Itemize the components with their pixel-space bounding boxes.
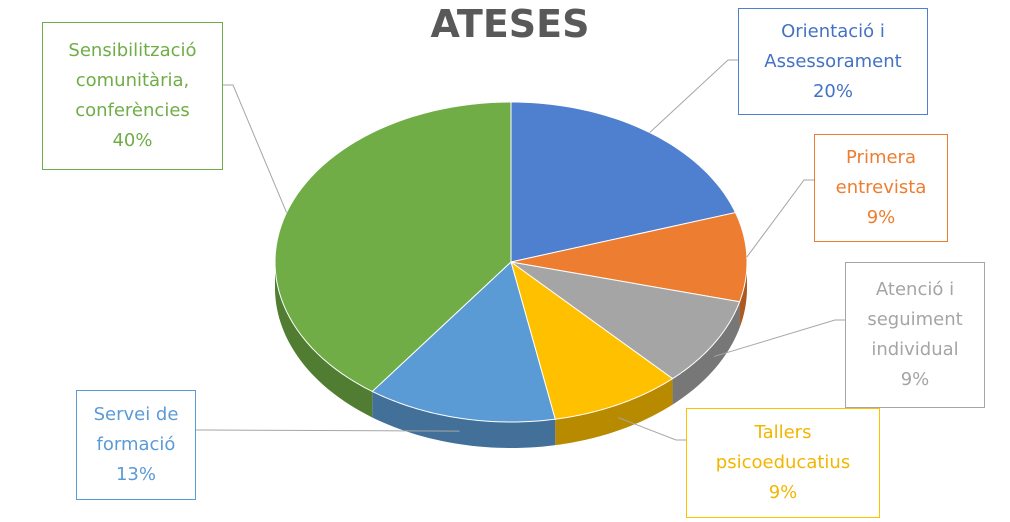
data-label: Tallers psicoeducatius 9% <box>686 408 880 518</box>
pie-slice <box>510 261 741 380</box>
data-label: Atenció i seguiment individual 9% <box>845 262 985 408</box>
label-name: Atenció i seguiment individual <box>867 279 963 360</box>
data-label: Sensibilització comunitària, conferèncie… <box>42 22 223 170</box>
leader-line <box>746 179 814 258</box>
pie-side <box>372 391 556 448</box>
label-value: 40% <box>112 130 153 151</box>
data-label: Primera entrevista 9% <box>814 134 948 242</box>
pie-side <box>275 262 373 418</box>
leader-line <box>617 417 686 441</box>
pie-slice <box>371 261 556 423</box>
label-value: 9% <box>900 369 930 390</box>
leader-line <box>649 59 738 133</box>
leader-line <box>713 319 845 357</box>
pie-side <box>672 301 740 405</box>
chart-title: ATESES <box>430 2 590 46</box>
data-label: Servei de formació 13% <box>76 390 196 500</box>
data-label: Orientació i Assessorament 20% <box>738 8 928 115</box>
label-value: 20% <box>812 80 853 102</box>
label-name: Orientació i Assessorament <box>764 20 902 72</box>
leader-line <box>196 429 460 432</box>
pie-slice <box>510 101 737 263</box>
label-value: 13% <box>115 464 156 485</box>
label-name: Servei de formació <box>93 404 179 455</box>
pie-slice <box>510 260 674 420</box>
pie-side <box>555 378 673 446</box>
label-name: Primera entrevista <box>835 147 927 198</box>
pie-side <box>739 262 747 328</box>
label-value: 9% <box>866 207 896 228</box>
label-name: Tallers psicoeducatius <box>715 422 851 473</box>
label-name: Sensibilització comunitària, conferèncie… <box>68 40 197 121</box>
leader-line <box>223 84 288 213</box>
label-value: 9% <box>768 482 798 503</box>
